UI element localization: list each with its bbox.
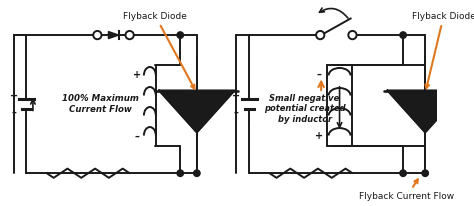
- Text: –: –: [234, 108, 239, 117]
- Circle shape: [422, 170, 428, 176]
- Text: –: –: [135, 131, 139, 141]
- Text: +: +: [9, 91, 18, 101]
- Text: Small negative
potential created
by inductor: Small negative potential created by indu…: [264, 94, 346, 124]
- Text: –: –: [11, 108, 16, 117]
- Circle shape: [177, 32, 183, 38]
- Circle shape: [400, 32, 406, 38]
- Polygon shape: [109, 32, 118, 39]
- Text: +: +: [315, 131, 323, 141]
- Text: Flyback Diode: Flyback Diode: [123, 12, 194, 89]
- Circle shape: [193, 170, 200, 176]
- Text: –: –: [317, 70, 322, 80]
- Text: Flyback Current Flow: Flyback Current Flow: [359, 179, 455, 201]
- Circle shape: [400, 170, 406, 176]
- Text: Flyback Diode: Flyback Diode: [412, 12, 474, 88]
- Circle shape: [177, 170, 183, 176]
- Text: +: +: [232, 91, 240, 101]
- Text: 100% Maximum
Current Flow: 100% Maximum Current Flow: [62, 94, 138, 114]
- Text: +: +: [133, 70, 141, 80]
- Polygon shape: [159, 90, 235, 132]
- Polygon shape: [387, 90, 463, 132]
